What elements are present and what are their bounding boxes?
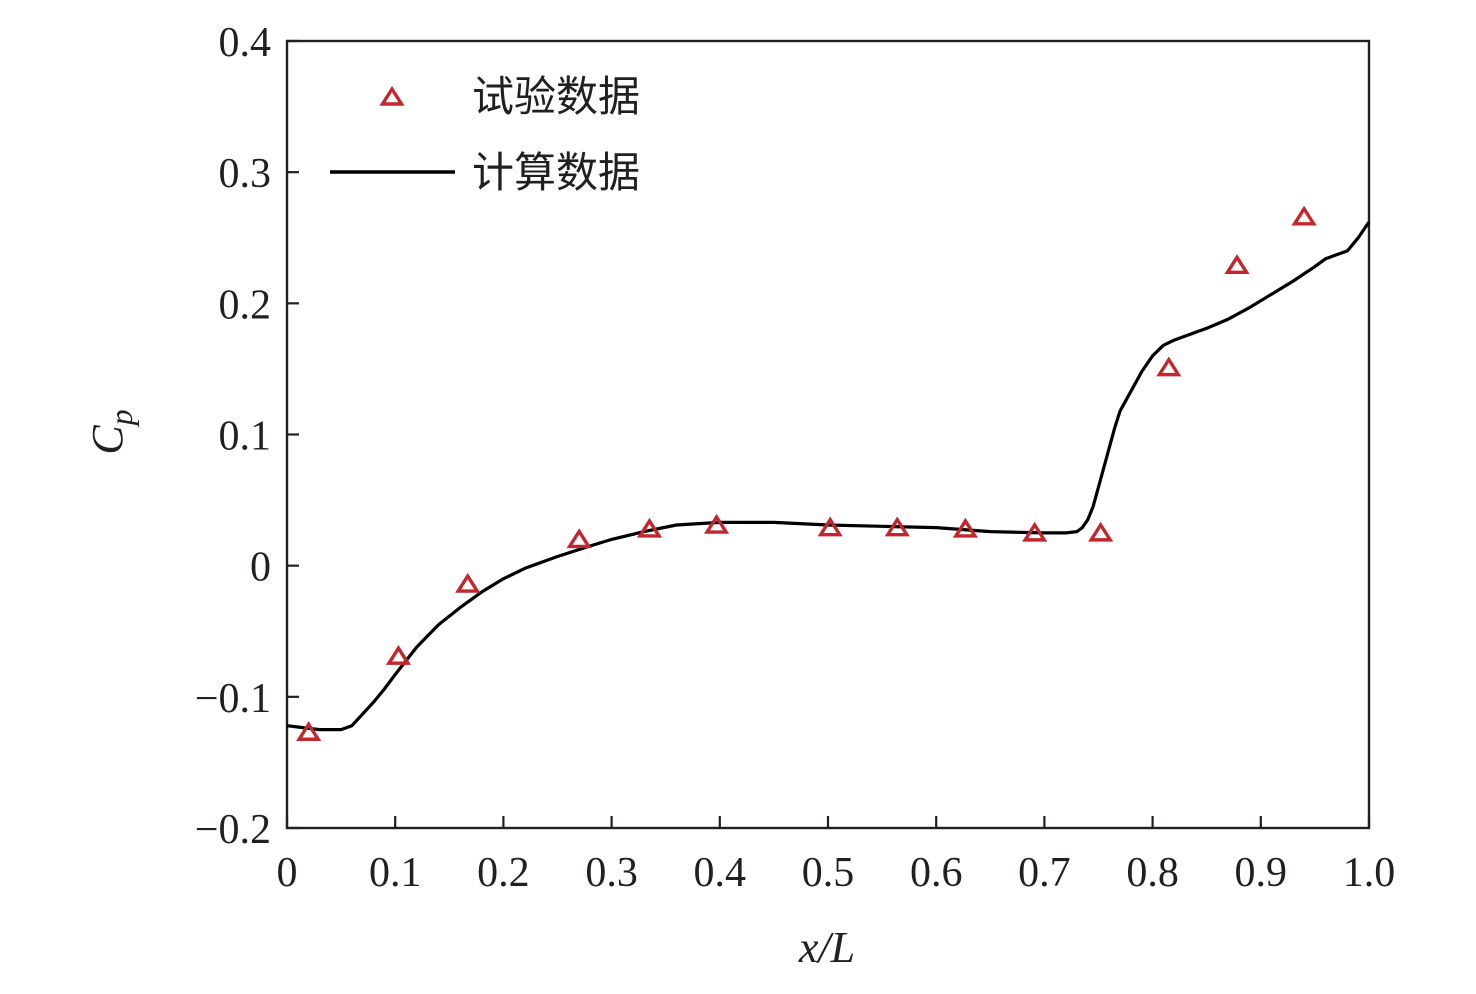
data-point-marker xyxy=(952,517,979,538)
data-point-marker xyxy=(1088,521,1114,542)
axis-tick-labels: 0 0.1 0.2 0.3 0.4 0.5 0.6 0.7 0.8 0.9 1.0 −0.2 −0.1 0… xyxy=(195,20,1395,896)
y-tick-label: 0.1 xyxy=(219,414,272,460)
data-point-marker xyxy=(817,516,843,537)
x-tick-label: 0.4 xyxy=(694,850,747,896)
x-axis-title: x/L xyxy=(798,923,855,972)
y-tick-label: 0.2 xyxy=(219,282,272,328)
axis-ticks xyxy=(285,39,1371,830)
data-point-marker xyxy=(884,516,910,537)
x-tick-label: 0.8 xyxy=(1126,850,1179,896)
y-tick-label: −0.1 xyxy=(195,676,271,722)
data-point-marker xyxy=(703,513,730,534)
y-tick-label: 0.3 xyxy=(219,151,272,197)
y-axis-title: Cp xyxy=(83,409,139,454)
legend-marker-experimental xyxy=(379,85,405,106)
data-point-marker xyxy=(296,721,322,741)
data-point-marker xyxy=(636,517,663,538)
data-point-marker xyxy=(455,572,481,593)
x-tick-label: 1.0 xyxy=(1343,850,1396,896)
x-tick-label: 0.7 xyxy=(1018,850,1071,896)
y-axis-title-subscript: p xyxy=(103,409,139,427)
x-tick-label: 0.9 xyxy=(1235,850,1288,896)
x-tick-label: 0.1 xyxy=(369,850,422,896)
legend-label-calculated: 计算数据 xyxy=(472,148,640,197)
x-tick-label: 0.6 xyxy=(910,850,963,896)
x-tick-label: 0 xyxy=(277,850,298,896)
series-markers-experimental xyxy=(296,205,1317,741)
data-point-marker xyxy=(1022,521,1048,542)
y-tick-label: 0.4 xyxy=(219,20,272,66)
data-point-marker xyxy=(1224,254,1250,275)
x-tick-label: 0.3 xyxy=(585,850,638,896)
x-tick-label: 0.2 xyxy=(477,850,530,896)
svg-text:Cp: Cp xyxy=(83,409,139,454)
data-point-marker xyxy=(1291,205,1317,226)
y-tick-label: 0 xyxy=(250,545,271,591)
series-line-calculated xyxy=(286,221,1371,732)
data-point-marker xyxy=(385,645,412,665)
legend: 试验数据 计算数据 xyxy=(330,72,640,197)
data-point-marker xyxy=(566,528,592,549)
data-point-marker xyxy=(1156,356,1182,377)
y-tick-label: −0.2 xyxy=(195,807,271,853)
legend-label-experimental: 试验数据 xyxy=(472,72,640,121)
plot-frame xyxy=(285,39,1371,830)
x-tick-label: 0.5 xyxy=(802,850,855,896)
y-axis-title-main: C xyxy=(83,425,132,455)
